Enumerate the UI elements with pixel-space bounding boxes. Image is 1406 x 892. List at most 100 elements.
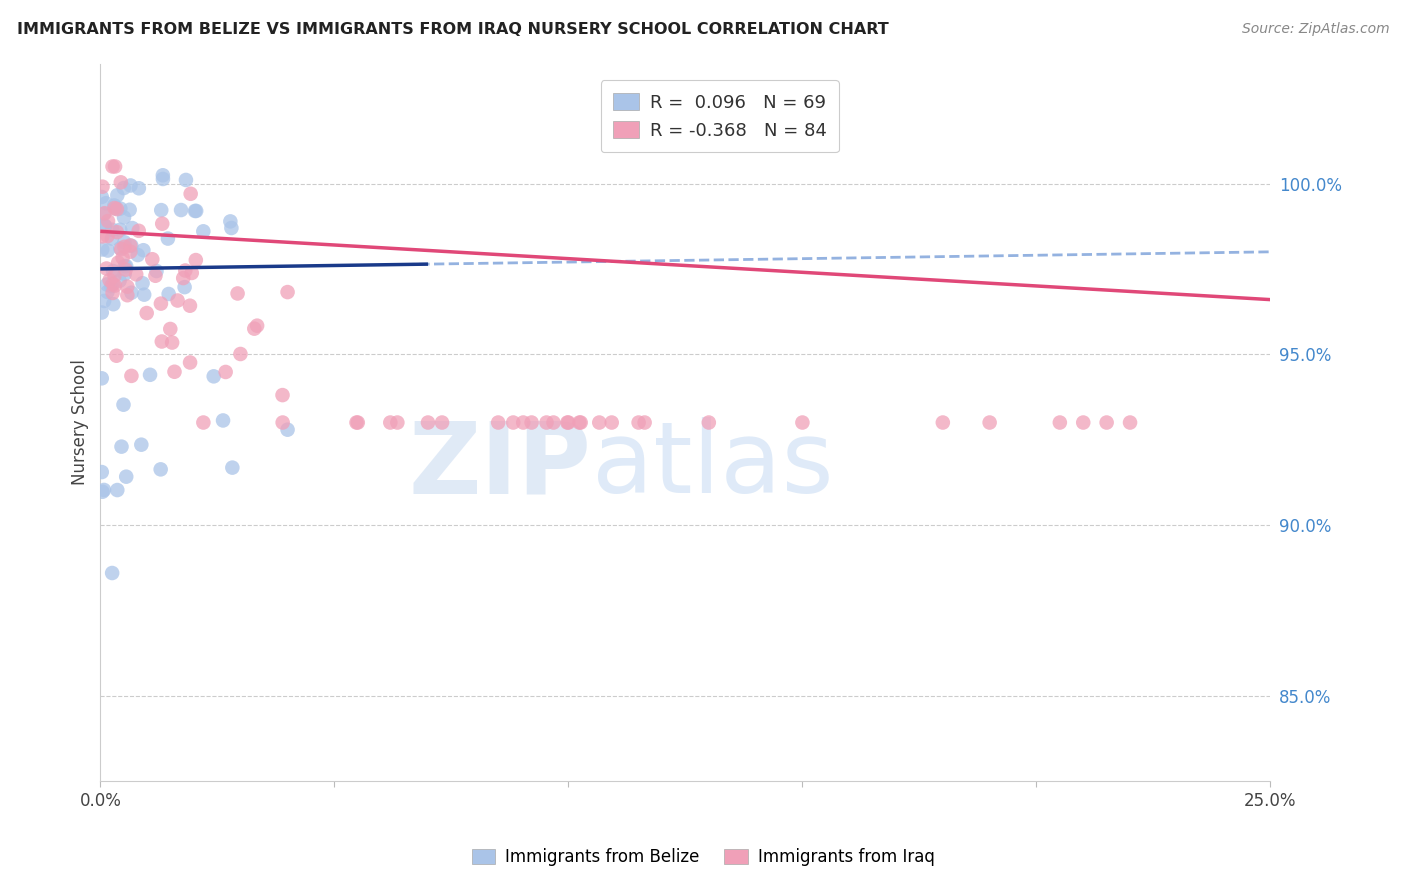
Point [152, 169, 174, 183]
Point [107, 256, 129, 270]
Point [135, 306, 157, 320]
Point [98, 273, 121, 287]
Point [163, 365, 186, 379]
Point [150, 217, 173, 231]
Point [139, 368, 162, 382]
Point [184, 253, 207, 268]
Point [569, 416, 592, 430]
Point [214, 365, 236, 379]
Point [416, 416, 439, 430]
Point [101, 285, 124, 300]
Point [120, 368, 142, 383]
Point [108, 274, 131, 288]
Point [105, 349, 128, 363]
Point [110, 175, 132, 189]
Point [108, 223, 131, 237]
Point [1095, 416, 1118, 430]
Point [93, 483, 115, 497]
Point [180, 186, 202, 201]
Point [150, 203, 173, 218]
Point [633, 416, 655, 430]
Point [627, 416, 650, 430]
Legend: R =  0.096   N = 69, R = -0.368   N = 84: R = 0.096 N = 69, R = -0.368 N = 84 [600, 80, 839, 153]
Point [120, 238, 142, 252]
Point [145, 264, 167, 278]
Point [221, 221, 243, 235]
Point [91, 243, 114, 257]
Point [103, 201, 125, 215]
Point [697, 416, 720, 430]
Point [120, 239, 142, 253]
Point [91, 179, 114, 194]
Point [568, 416, 591, 430]
Point [96, 277, 118, 292]
Point [179, 355, 201, 369]
Point [93, 219, 115, 233]
Point [156, 231, 179, 245]
Point [105, 483, 128, 497]
Point [1049, 416, 1071, 430]
Point [221, 460, 243, 475]
Point [174, 263, 197, 277]
Point [380, 416, 402, 430]
Point [145, 268, 167, 283]
Text: Source: ZipAtlas.com: Source: ZipAtlas.com [1241, 22, 1389, 37]
Point [246, 318, 269, 333]
Point [346, 416, 368, 430]
Point [128, 181, 150, 195]
Point [486, 416, 509, 430]
Point [114, 262, 136, 277]
Point [520, 416, 543, 430]
Point [120, 244, 142, 259]
Point [115, 259, 138, 273]
Point [160, 335, 183, 350]
Point [174, 173, 197, 187]
Point [96, 261, 118, 276]
Point [125, 268, 148, 282]
Point [277, 423, 299, 437]
Point [104, 278, 127, 293]
Point [90, 305, 112, 319]
Point [117, 279, 139, 293]
Point [152, 172, 174, 186]
Point [104, 160, 127, 174]
Point [543, 416, 565, 430]
Point [588, 416, 610, 430]
Point [932, 416, 955, 430]
Point [97, 214, 120, 228]
Point [186, 203, 208, 218]
Point [277, 285, 299, 299]
Point [193, 416, 215, 430]
Point [184, 204, 207, 219]
Point [110, 202, 132, 216]
Point [118, 202, 141, 217]
Point [121, 285, 143, 300]
Point [512, 416, 534, 430]
Point [243, 321, 266, 335]
Point [134, 287, 156, 301]
Point [93, 207, 115, 221]
Point [103, 297, 125, 311]
Point [101, 231, 124, 245]
Point [219, 214, 242, 228]
Point [1119, 416, 1142, 430]
Point [346, 416, 368, 430]
Point [149, 462, 172, 476]
Legend: Immigrants from Belize, Immigrants from Iraq: Immigrants from Belize, Immigrants from … [463, 840, 943, 875]
Point [93, 293, 115, 308]
Point [141, 252, 163, 267]
Point [226, 286, 249, 301]
Point [131, 438, 153, 452]
Point [430, 416, 453, 430]
Point [114, 259, 136, 273]
Point [91, 229, 114, 244]
Point [105, 202, 128, 216]
Point [115, 469, 138, 483]
Point [202, 369, 225, 384]
Point [105, 225, 128, 239]
Point [90, 190, 112, 204]
Point [110, 440, 132, 454]
Point [101, 160, 124, 174]
Point [159, 322, 181, 336]
Point [101, 277, 124, 292]
